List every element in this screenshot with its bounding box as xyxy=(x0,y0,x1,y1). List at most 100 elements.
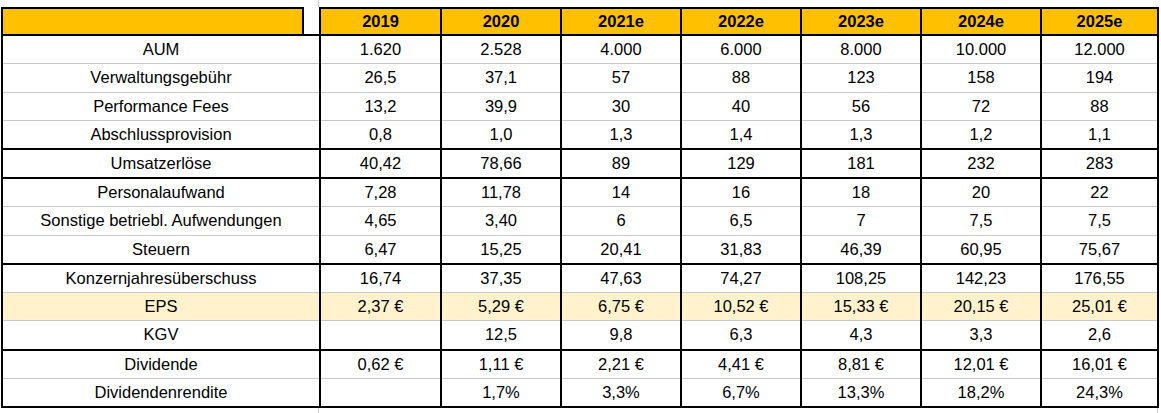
value-cell[interactable]: 5,29 € xyxy=(441,292,561,321)
row-label-cell[interactable]: Dividendenrendite xyxy=(2,378,320,407)
value-cell[interactable]: 2,6 xyxy=(1041,321,1158,350)
header-cell-2019[interactable]: 2019 xyxy=(320,8,441,35)
header-cell-2024e[interactable]: 2024e xyxy=(921,8,1041,35)
value-cell[interactable]: 13,3% xyxy=(801,378,921,407)
value-cell[interactable] xyxy=(320,378,441,407)
value-cell[interactable]: 15,25 xyxy=(441,235,561,264)
value-cell[interactable]: 12,5 xyxy=(441,321,561,350)
value-cell[interactable]: 16,74 xyxy=(320,264,441,293)
value-cell[interactable]: 3,3 xyxy=(921,321,1041,350)
value-cell[interactable]: 37,35 xyxy=(441,264,561,293)
value-cell[interactable]: 22 xyxy=(1041,178,1158,207)
value-cell[interactable]: 6,47 xyxy=(320,235,441,264)
row-label-cell[interactable]: KGV xyxy=(2,321,320,350)
value-cell[interactable]: 6.000 xyxy=(681,35,801,64)
value-cell[interactable]: 283 xyxy=(1041,149,1158,178)
value-cell[interactable]: 7,5 xyxy=(921,207,1041,236)
row-label-cell[interactable]: Personalaufwand xyxy=(2,178,320,207)
value-cell[interactable]: 8.000 xyxy=(801,35,921,64)
value-cell[interactable]: 24,3% xyxy=(1041,378,1158,407)
value-cell[interactable]: 57 xyxy=(561,64,681,93)
value-cell[interactable]: 194 xyxy=(1041,64,1158,93)
value-cell[interactable]: 1,2 xyxy=(921,121,1041,150)
value-cell[interactable]: 123 xyxy=(801,64,921,93)
value-cell[interactable]: 89 xyxy=(561,149,681,178)
value-cell[interactable]: 78,66 xyxy=(441,149,561,178)
value-cell[interactable]: 158 xyxy=(921,64,1041,93)
value-cell[interactable]: 1,3 xyxy=(801,121,921,150)
value-cell[interactable]: 142,23 xyxy=(921,264,1041,293)
value-cell[interactable]: 37,1 xyxy=(441,64,561,93)
value-cell[interactable]: 12.000 xyxy=(1041,35,1158,64)
row-label-cell[interactable]: Sonstige betriebl. Aufwendungen xyxy=(2,207,320,236)
value-cell[interactable] xyxy=(320,321,441,350)
value-cell[interactable]: 26,5 xyxy=(320,64,441,93)
value-cell[interactable]: 129 xyxy=(681,149,801,178)
value-cell[interactable]: 4,41 € xyxy=(681,350,801,379)
value-cell[interactable]: 18 xyxy=(801,178,921,207)
value-cell[interactable]: 6 xyxy=(561,207,681,236)
value-cell[interactable]: 10.000 xyxy=(921,35,1041,64)
value-cell[interactable]: 181 xyxy=(801,149,921,178)
row-label-cell[interactable]: AUM xyxy=(2,35,320,64)
value-cell[interactable]: 1,3 xyxy=(561,121,681,150)
value-cell[interactable]: 47,63 xyxy=(561,264,681,293)
value-cell[interactable]: 20 xyxy=(921,178,1041,207)
value-cell[interactable]: 46,39 xyxy=(801,235,921,264)
row-label-cell[interactable]: Abschlussprovision xyxy=(2,121,320,150)
value-cell[interactable]: 176,55 xyxy=(1041,264,1158,293)
value-cell[interactable]: 6,3 xyxy=(681,321,801,350)
value-cell[interactable]: 1,7% xyxy=(441,378,561,407)
value-cell[interactable]: 7 xyxy=(801,207,921,236)
header-cell-2021e[interactable]: 2021e xyxy=(561,8,681,35)
value-cell[interactable]: 88 xyxy=(1041,92,1158,121)
value-cell[interactable]: 12,01 € xyxy=(921,350,1041,379)
row-label-cell[interactable]: Dividende xyxy=(2,350,320,379)
value-cell[interactable]: 108,25 xyxy=(801,264,921,293)
value-cell[interactable]: 75,67 xyxy=(1041,235,1158,264)
header-cell-2022e[interactable]: 2022e xyxy=(681,8,801,35)
value-cell[interactable]: 60,95 xyxy=(921,235,1041,264)
value-cell[interactable]: 40 xyxy=(681,92,801,121)
value-cell[interactable]: 4,3 xyxy=(801,321,921,350)
value-cell[interactable]: 3,40 xyxy=(441,207,561,236)
value-cell[interactable]: 25,01 € xyxy=(1041,292,1158,321)
header-cell-2020[interactable]: 2020 xyxy=(441,8,561,35)
value-cell[interactable]: 15,33 € xyxy=(801,292,921,321)
value-cell[interactable]: 13,2 xyxy=(320,92,441,121)
value-cell[interactable]: 39,9 xyxy=(441,92,561,121)
value-cell[interactable]: 74,27 xyxy=(681,264,801,293)
value-cell[interactable]: 6,75 € xyxy=(561,292,681,321)
value-cell[interactable]: 6,5 xyxy=(681,207,801,236)
value-cell[interactable]: 10,52 € xyxy=(681,292,801,321)
value-cell[interactable]: 232 xyxy=(921,149,1041,178)
header-cell-2025e[interactable]: 2025e xyxy=(1041,8,1158,35)
row-label-cell[interactable]: Verwaltungsgebühr xyxy=(2,64,320,93)
value-cell[interactable]: 9,8 xyxy=(561,321,681,350)
value-cell[interactable]: 11,78 xyxy=(441,178,561,207)
value-cell[interactable]: 3,3% xyxy=(561,378,681,407)
value-cell[interactable]: 72 xyxy=(921,92,1041,121)
value-cell[interactable]: 2.528 xyxy=(441,35,561,64)
value-cell[interactable]: 4.000 xyxy=(561,35,681,64)
value-cell[interactable]: 8,81 € xyxy=(801,350,921,379)
value-cell[interactable]: 6,7% xyxy=(681,378,801,407)
value-cell[interactable]: 1,0 xyxy=(441,121,561,150)
row-label-cell[interactable]: Performance Fees xyxy=(2,92,320,121)
value-cell[interactable]: 0,62 € xyxy=(320,350,441,379)
value-cell[interactable]: 18,2% xyxy=(921,378,1041,407)
value-cell[interactable]: 1,1 xyxy=(1041,121,1158,150)
value-cell[interactable]: 7,28 xyxy=(320,178,441,207)
value-cell[interactable]: 31,83 xyxy=(681,235,801,264)
value-cell[interactable]: 20,41 xyxy=(561,235,681,264)
value-cell[interactable]: 30 xyxy=(561,92,681,121)
row-label-cell[interactable]: EPS xyxy=(2,292,320,321)
value-cell[interactable]: 56 xyxy=(801,92,921,121)
value-cell[interactable]: 1.620 xyxy=(320,35,441,64)
value-cell[interactable]: 1,4 xyxy=(681,121,801,150)
header-cell-2023e[interactable]: 2023e xyxy=(801,8,921,35)
value-cell[interactable]: 7,5 xyxy=(1041,207,1158,236)
value-cell[interactable]: 0,8 xyxy=(320,121,441,150)
value-cell[interactable]: 2,21 € xyxy=(561,350,681,379)
row-label-cell[interactable]: Umsatzerlöse xyxy=(2,149,320,178)
